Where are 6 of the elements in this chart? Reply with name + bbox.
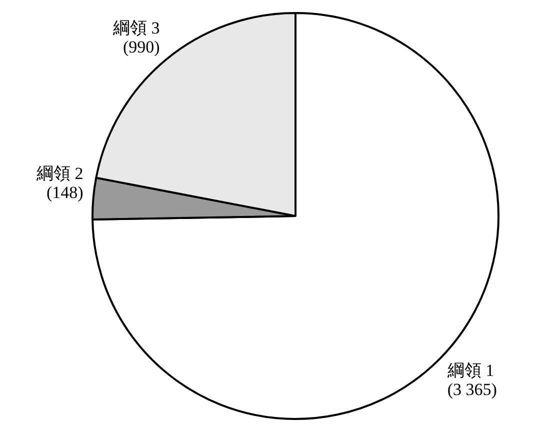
data-label: (148): [46, 183, 84, 202]
slice-label: 綱領 3: [112, 18, 160, 38]
slice-label: 綱領 1: [446, 360, 494, 380]
data-label: (990): [122, 37, 160, 56]
slice-label: 綱領 2: [36, 164, 84, 184]
data-label: (3 365): [447, 380, 497, 399]
